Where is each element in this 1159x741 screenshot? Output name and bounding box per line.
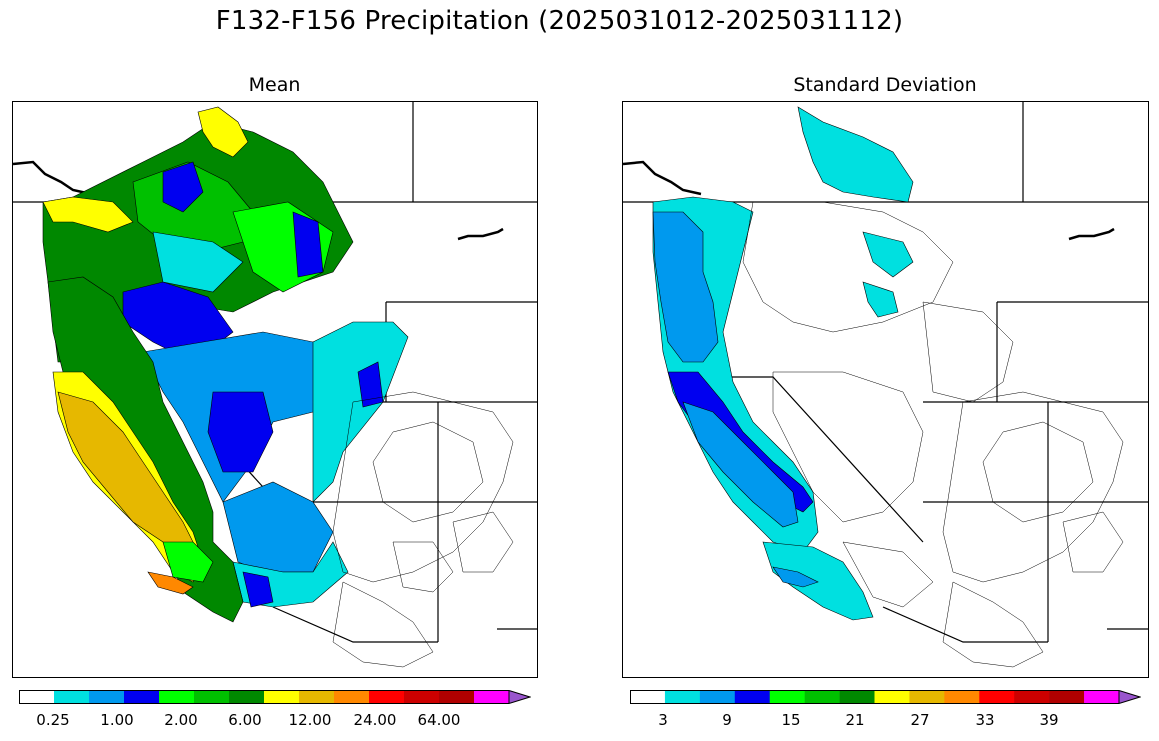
map-mean	[12, 101, 538, 678]
colorbar-stdev	[630, 689, 1142, 705]
colorbar-swatch	[909, 690, 945, 704]
watershed-outlines	[742, 201, 1124, 668]
colorbar-swatch	[769, 690, 805, 704]
panel-mean-title: Mean	[248, 74, 301, 96]
colorbar-swatch	[229, 690, 265, 704]
colorbar-stdev-svg	[630, 689, 1142, 705]
colorbar-swatch	[264, 690, 300, 704]
colorbar-swatch	[839, 690, 875, 704]
colorbar-stdev-tick: 3	[658, 711, 668, 729]
colorbar-stdev-tick: 33	[975, 711, 995, 729]
colorbar-stdev-tick: 21	[845, 711, 865, 729]
colorbar-swatch	[404, 690, 440, 704]
watershed-outlines	[332, 391, 514, 668]
colorbar-swatch	[874, 690, 910, 704]
colorbar-outline	[630, 690, 1119, 704]
colorbar-swatch	[299, 690, 335, 704]
colorbar-swatch	[630, 690, 666, 704]
colorbar-swatch	[89, 690, 125, 704]
coastline-marks	[623, 160, 1115, 241]
mean-regions	[42, 106, 409, 623]
colorbar-stdev-tick: 9	[722, 711, 732, 729]
colorbar-swatch	[734, 690, 771, 704]
colorbar-swatch	[54, 690, 90, 704]
colorbar-stdev-tick: 27	[910, 711, 930, 729]
colorbar-mean	[19, 689, 532, 705]
colorbar-swatch	[369, 690, 405, 704]
figure-title: F132-F156 Precipitation (2025031012-2025…	[215, 6, 904, 36]
colorbar-swatch	[334, 690, 370, 704]
colorbar-swatch	[944, 690, 980, 704]
panel-stdev-title: Standard Deviation	[793, 74, 977, 96]
colorbar-mean-svg	[19, 689, 532, 705]
colorbar-swatch	[474, 690, 510, 704]
colorbar-swatch	[439, 690, 475, 704]
map-stdev	[622, 101, 1149, 678]
coastline-marks	[13, 160, 504, 241]
colorbar-swatch	[979, 690, 1015, 704]
colorbar-extend-arrow	[508, 689, 532, 705]
colorbar-swatch	[804, 690, 840, 704]
colorbar-mean-tick: 12.00	[288, 711, 332, 729]
colorbar-swatch	[19, 690, 55, 704]
colorbar-swatch	[194, 690, 230, 704]
colorbar-stdev-tick: 39	[1039, 711, 1059, 729]
colorbar-mean-tick: 64.00	[417, 711, 461, 729]
colorbar-swatch	[1084, 690, 1120, 704]
colorbar-swatch	[699, 690, 736, 704]
map-stdev-svg	[623, 102, 1148, 668]
state-boundaries	[623, 102, 1148, 643]
colorbar-mean-tick: 24.00	[353, 711, 397, 729]
colorbar-mean-tick: 1.00	[100, 711, 134, 729]
map-mean-svg	[13, 102, 537, 668]
colorbar-swatch	[159, 690, 195, 704]
colorbar-extend-arrow	[1118, 689, 1142, 705]
colorbar-mean-tick: 2.00	[164, 711, 198, 729]
colorbar-outline	[19, 690, 509, 704]
colorbar-mean-tick: 0.25	[36, 711, 70, 729]
colorbar-mean-tick: 6.00	[228, 711, 262, 729]
colorbar-swatch	[1049, 690, 1085, 704]
colorbar-swatch	[664, 690, 701, 704]
colorbar-stdev-tick: 15	[781, 711, 801, 729]
colorbar-swatch	[124, 690, 160, 704]
colorbar-swatch	[1014, 690, 1050, 704]
stdev-regions	[652, 106, 914, 621]
